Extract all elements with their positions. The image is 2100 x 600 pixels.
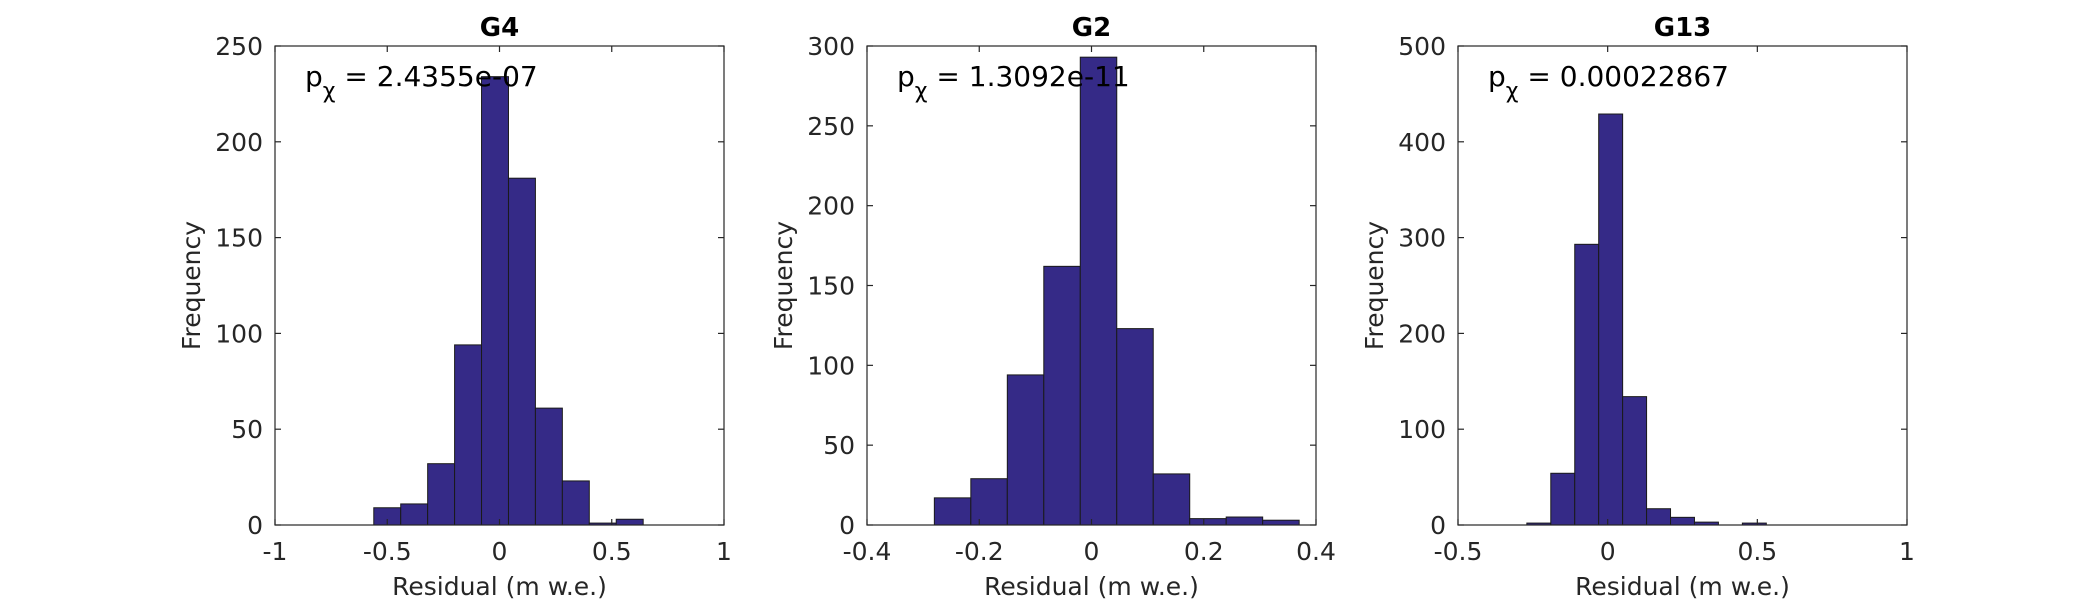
chart-2-title: G2: [1072, 13, 1111, 43]
chart-1-ytick-label: 250: [215, 32, 263, 61]
chart-3-bar-3: [1574, 243, 1600, 526]
chart-3-ylabel: Frequency: [1360, 221, 1389, 350]
chart-1-ytick-label: 0: [247, 511, 263, 540]
chart-3-p-value-annotation: pχ = 0.00022867: [1488, 60, 1729, 104]
chart-2-ytick-label: 200: [807, 192, 855, 221]
chart-3-xtick-label: -0.5: [1434, 537, 1483, 566]
chart-1-bar-4: [454, 344, 483, 526]
chart-2-ytick-label: 0: [839, 511, 855, 540]
chart-1-ytick-label: 200: [215, 128, 263, 157]
chart-1-ytick-label: 150: [215, 224, 263, 253]
chart-3-ytick-label: 100: [1398, 415, 1446, 444]
chart-1-xtick-label: -0.5: [363, 537, 412, 566]
chart-1-xtick-label: 1: [716, 537, 732, 566]
chart-1-bar-10: [615, 518, 644, 526]
chart-1-bar-7: [534, 407, 563, 526]
chart-1-xtick-label: 0.5: [592, 537, 632, 566]
chart-1-p-value: = 2.4355e-07: [336, 60, 538, 93]
chart-3-ytick-label: 400: [1398, 128, 1446, 157]
chart-1-chi-subscript: χ: [323, 79, 336, 104]
chart-2-ytick-label: 50: [823, 431, 855, 460]
chart-1-bar-8: [561, 480, 590, 526]
chart-1-title: G4: [480, 13, 519, 43]
chart-2: -0.4 -0.2 0 0.2 0.4 0 50 100 150 200 250 300 G2 Resid…: [769, 13, 1336, 600]
chart-2-bar-9: [1225, 516, 1264, 526]
chart-2-p-symbol: p: [897, 60, 915, 93]
chart-2-p-value: = 1.3092e-11: [928, 60, 1130, 93]
chart-2-chi-subscript: χ: [915, 79, 928, 104]
chart-1-bar-5: [481, 76, 509, 526]
chart-1-ytick-label: 50: [231, 415, 263, 444]
chart-1-xtick-label: 0: [492, 537, 508, 566]
chart-3-bar-2: [1550, 472, 1576, 526]
chart-3-title: G13: [1654, 13, 1712, 43]
chart-3-xtick-label: 0.5: [1737, 537, 1777, 566]
chart-2-xtick-label: 0.4: [1296, 537, 1336, 566]
chart-2-ytick-label: 250: [807, 112, 855, 141]
chart-3-xlabel: Residual (m w.e.): [1575, 572, 1790, 600]
chart-2-bar-5: [1079, 56, 1118, 526]
chart-2-ytick-label: 100: [807, 351, 855, 380]
chart-3-p-value: = 0.00022867: [1519, 60, 1730, 93]
chart-2-bar-6: [1116, 328, 1154, 526]
chart-2-bar-3: [1006, 374, 1045, 526]
chart-1-bar-6: [507, 177, 536, 526]
chart-1-ylabel: Frequency: [177, 221, 206, 350]
chart-3-ytick-label: 500: [1398, 32, 1446, 61]
chart-3-bar-7: [1670, 516, 1695, 526]
chart-2-xlabel: Residual (m w.e.): [984, 572, 1199, 600]
chart-1-p-value-annotation: pχ = 2.4355e-07: [305, 60, 538, 104]
chart-3-bar-4: [1598, 113, 1624, 526]
chart-2-bar-1: [933, 497, 972, 526]
chart-1-xlabel: Residual (m w.e.): [392, 572, 607, 600]
chart-1-xtick-label: -1: [263, 537, 288, 566]
chart-2-ytick-label: 150: [807, 272, 855, 301]
chart-2-xtick-label: -0.2: [955, 537, 1004, 566]
chart-2-bar-10: [1262, 519, 1300, 526]
chart-2-xtick-label: 0: [1084, 537, 1100, 566]
chart-3-ytick-label: 200: [1398, 319, 1446, 348]
chart-1-bar-2: [400, 503, 429, 526]
chart-2-ylabel: Frequency: [769, 221, 798, 350]
chart-3-chi-subscript: χ: [1506, 79, 1519, 104]
chart-3-p-symbol: p: [1488, 60, 1506, 93]
chart-1: -1 -0.5 0 0.5 1 0 50 100 150 200 250 G4 Residual (m …: [177, 13, 732, 600]
chart-3-bar-6: [1646, 508, 1672, 526]
chart-2-bar-4: [1043, 265, 1081, 526]
chart-3-bar-5: [1622, 396, 1648, 526]
chart-3-xtick-label: 0: [1600, 537, 1616, 566]
chart-2-p-value-annotation: pχ = 1.3092e-11: [897, 60, 1130, 104]
chart-3-xtick-label: 1: [1899, 537, 1915, 566]
chart-1-ytick-label: 100: [215, 319, 263, 348]
chart-3-ytick-label: 300: [1398, 224, 1446, 253]
chart-2-bar-8: [1189, 518, 1227, 526]
chart-2-xtick-label: -0.4: [843, 537, 892, 566]
chart-2-ytick-label: 300: [807, 32, 855, 61]
chart-1-bar-3: [427, 463, 456, 526]
chart-1-p-symbol: p: [305, 60, 323, 93]
chart-2-xtick-label: 0.2: [1184, 537, 1224, 566]
chart-3-ytick-label: 0: [1430, 511, 1446, 540]
chart-2-bar-2: [970, 478, 1008, 526]
chart-3-axes-box: [1457, 45, 1908, 526]
chart-2-bar-7: [1152, 473, 1191, 526]
